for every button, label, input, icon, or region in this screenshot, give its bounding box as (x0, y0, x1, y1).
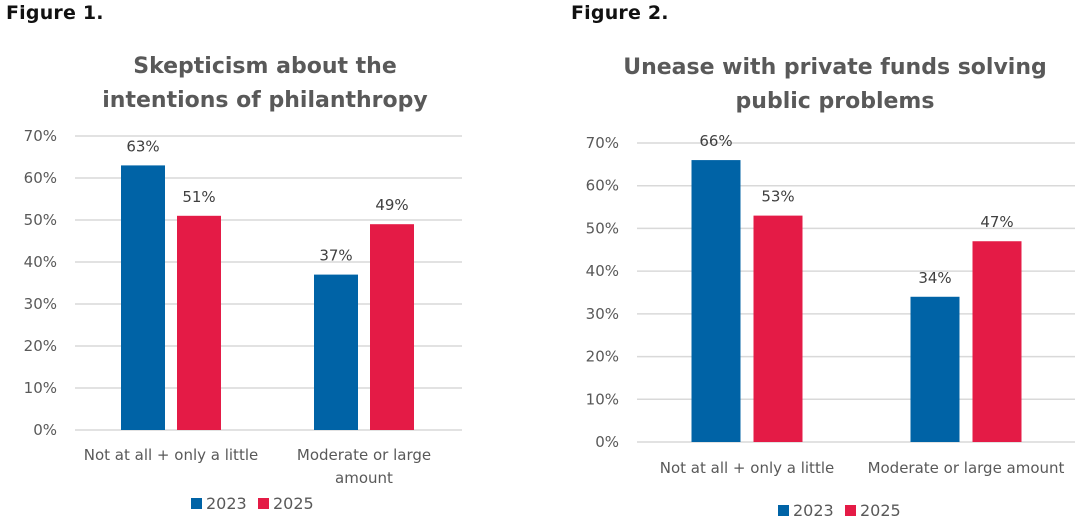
chart-1-legend-swatch-2025 (258, 498, 269, 509)
chart-2-title-line-2: public problems (735, 89, 935, 114)
chart-1-y-tick-label: 70% (24, 127, 57, 145)
chart-2-y-tick-label: 0% (595, 433, 619, 451)
chart-2-y-tick-label: 60% (586, 177, 619, 195)
chart-2-y-tick-label: 70% (586, 134, 619, 152)
chart-2-legend-label-2025: 2025 (860, 501, 901, 520)
chart-2-title: Unease with private funds solving public… (600, 51, 1070, 119)
chart-2-y-tick-label: 10% (586, 390, 619, 408)
chart-1-legend-label-2025: 2025 (273, 494, 314, 513)
chart-2-category-label: Moderate or large amount (868, 459, 1065, 477)
chart-2-y-tick-label: 20% (586, 348, 619, 366)
chart-2-data-label: 34% (918, 269, 951, 287)
chart-1-title-line-2: intentions of philanthropy (102, 88, 428, 113)
chart-2-y-tick-label: 50% (586, 219, 619, 237)
chart-2-bar-2023 (910, 296, 960, 442)
chart-1-category-label: Not at all + only a little (84, 446, 258, 464)
chart-1-bar-2025 (370, 224, 414, 430)
chart-1-y-tick-label: 20% (24, 337, 57, 355)
chart-1-title-line-1: Skepticism about the (133, 54, 397, 79)
chart-1-bar-2025 (177, 215, 221, 430)
chart-1-legend-label-2023: 2023 (206, 494, 247, 513)
chart-2-title-line-1: Unease with private funds solving (623, 55, 1047, 80)
chart-1-bar-2023 (121, 165, 165, 430)
chart-2-legend-swatch-2025 (845, 505, 856, 516)
chart-1-category-label: Moderate or large (297, 446, 431, 464)
chart-2-data-label: 53% (761, 188, 794, 206)
chart-2-legend-swatch-2023 (778, 505, 789, 516)
chart-2-bar-2023 (691, 160, 741, 443)
chart-1-title: Skepticism about the intentions of phila… (60, 50, 470, 118)
chart-2-bar-2025 (753, 215, 803, 442)
chart-2-data-label: 47% (980, 213, 1013, 231)
figure-2-label: Figure 2. (571, 2, 669, 24)
chart-2-bar-2025 (972, 241, 1022, 442)
chart-2-legend-label-2023: 2023 (793, 501, 834, 520)
chart-1-data-label: 49% (375, 196, 408, 214)
chart-1-y-tick-label: 10% (24, 379, 57, 397)
chart-1-data-label: 63% (126, 137, 159, 155)
chart-1-y-tick-label: 30% (24, 295, 57, 313)
chart-1-data-label: 37% (319, 247, 352, 265)
chart-1-y-tick-label: 0% (33, 421, 57, 439)
chart-1-category-label: amount (335, 469, 393, 487)
chart-1-bar-2023 (314, 274, 358, 430)
chart-2-y-tick-label: 40% (586, 262, 619, 280)
chart-2-y-tick-label: 30% (586, 305, 619, 323)
chart-1-y-tick-label: 40% (24, 253, 57, 271)
chart-2-data-label: 66% (699, 132, 732, 150)
chart-2-category-label: Not at all + only a little (660, 459, 834, 477)
chart-1-data-label: 51% (182, 188, 215, 206)
chart-1-legend-swatch-2023 (191, 498, 202, 509)
figure-1-label: Figure 1. (6, 2, 104, 24)
chart-1-y-tick-label: 50% (24, 211, 57, 229)
chart-1-y-tick-label: 60% (24, 169, 57, 187)
